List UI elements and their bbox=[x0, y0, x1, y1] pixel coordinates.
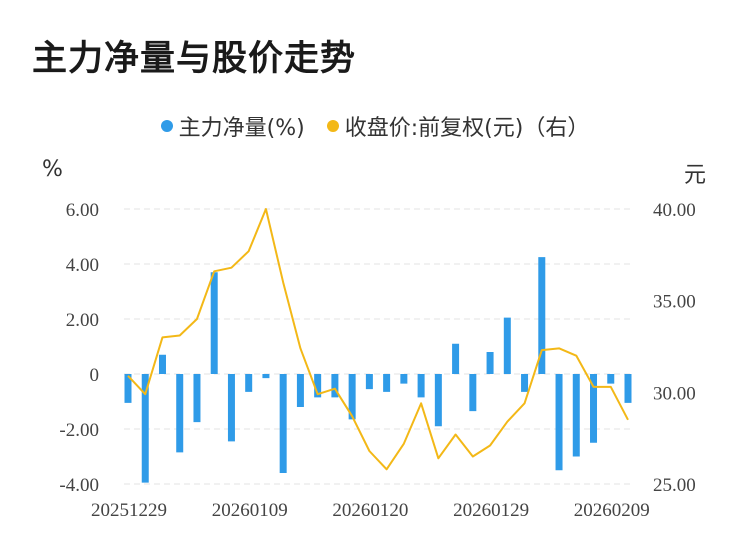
net-flow-bar bbox=[503, 317, 511, 374]
legend-marker-close-price bbox=[326, 120, 339, 132]
left-axis-tick-label: 6.00 bbox=[66, 200, 99, 221]
net-flow-bar bbox=[176, 374, 184, 453]
legend-item-close-price[interactable]: 收盘价:前复权(元)（右） bbox=[326, 110, 590, 142]
net-flow-bar bbox=[555, 374, 563, 471]
right-axis-tick-label: 40.00 bbox=[653, 200, 696, 221]
net-flow-bar bbox=[607, 374, 615, 384]
net-flow-bar bbox=[590, 374, 598, 443]
left-axis-tick-label: 2.00 bbox=[66, 310, 99, 331]
net-flow-bar bbox=[538, 257, 546, 374]
net-flow-bar bbox=[193, 374, 201, 423]
right-axis-tick-label: 30.00 bbox=[653, 383, 696, 404]
net-flow-bar bbox=[141, 374, 149, 483]
net-flow-bar bbox=[296, 374, 304, 407]
net-flow-bar bbox=[486, 352, 494, 374]
close-price-line bbox=[127, 208, 629, 471]
right-axis-tick-label: 25.00 bbox=[653, 475, 696, 496]
net-flow-bar bbox=[210, 272, 218, 374]
net-flow-bar bbox=[400, 374, 408, 384]
left-axis-unit: % bbox=[42, 157, 63, 182]
net-flow-bar bbox=[331, 374, 339, 398]
legend-label-net-flow: 主力净量(%) bbox=[178, 116, 305, 141]
chart-legend: 主力净量(%) 收盘价:前复权(元)（右） bbox=[0, 110, 750, 142]
net-flow-bar bbox=[348, 374, 356, 420]
net-flow-bar bbox=[158, 354, 166, 374]
net-flow-bar bbox=[124, 374, 132, 403]
left-axis-tick-label: -4.00 bbox=[59, 475, 99, 496]
net-flow-bar bbox=[434, 374, 442, 427]
net-flow-bar bbox=[624, 374, 632, 403]
net-flow-bar bbox=[521, 374, 529, 392]
net-flow-bar bbox=[469, 374, 477, 412]
net-flow-bar bbox=[262, 374, 270, 379]
x-axis-tick-label: 20251229 bbox=[91, 500, 167, 521]
net-flow-bar bbox=[452, 343, 460, 374]
left-axis-tick-label: 4.00 bbox=[66, 255, 99, 276]
chart-title: 主力净量与股价走势 bbox=[32, 39, 357, 79]
legend-label-close-price: 收盘价:前复权(元)（右） bbox=[344, 116, 590, 141]
x-axis-tick-label: 20260209 bbox=[574, 500, 650, 521]
right-axis-unit: 元 bbox=[684, 163, 707, 188]
net-flow-bar bbox=[417, 374, 425, 398]
left-axis-tick-label: -2.00 bbox=[59, 420, 99, 441]
left-axis-tick-label: 0 bbox=[90, 365, 100, 386]
legend-item-net-flow[interactable]: 主力净量(%) bbox=[160, 110, 305, 142]
x-axis-tick-label: 20260129 bbox=[453, 500, 529, 521]
net-flow-bar bbox=[383, 374, 391, 392]
net-flow-bar bbox=[279, 374, 287, 473]
net-flow-bar bbox=[314, 374, 322, 398]
legend-marker-net-flow bbox=[160, 120, 173, 132]
net-flow-bar bbox=[365, 374, 373, 390]
net-flow-bar bbox=[227, 374, 235, 442]
x-axis-tick-label: 20260120 bbox=[332, 500, 408, 521]
right-axis-tick-label: 35.00 bbox=[653, 292, 696, 313]
net-flow-bar bbox=[245, 374, 253, 392]
net-flow-bar bbox=[572, 374, 580, 457]
x-axis-tick-label: 20260109 bbox=[212, 500, 288, 521]
